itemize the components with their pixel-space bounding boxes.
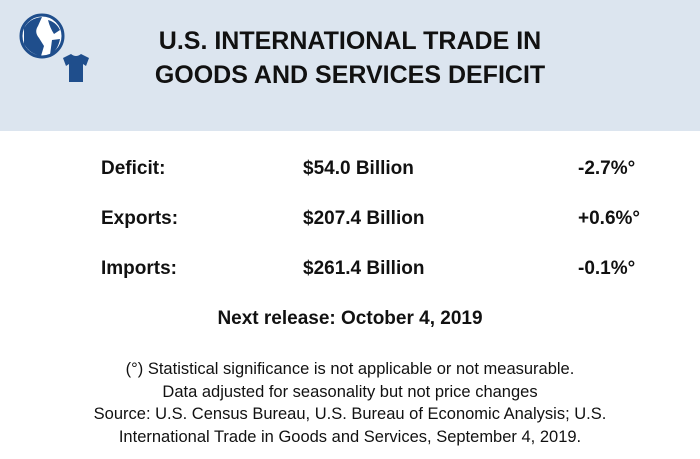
footnote: Data adjusted for seasonality but not pr… [162, 382, 538, 401]
row-amount: $207.4 Billion [303, 208, 425, 229]
tshirt-icon [63, 54, 89, 82]
page-title: U.S. INTERNATIONAL TRADE IN GOODS AND SE… [154, 27, 546, 89]
row-label: Exports: [101, 208, 179, 229]
imports-row: Imports: $261.4 Billion -0.1%° [0, 258, 700, 288]
deficit-row: Deficit: $54.0 Billion -2.7%° [0, 158, 700, 188]
row-label: Deficit: [101, 158, 166, 179]
header-banner: U.S. INTERNATIONAL TRADE IN GOODS AND SE… [0, 0, 700, 131]
logo [19, 13, 89, 82]
next-release: Next release: October 4, 2019 [217, 308, 483, 329]
exports-row: Exports: $207.4 Billion +0.6%° [0, 208, 700, 238]
globe-icon [19, 13, 65, 59]
footnote: (°) Statistical significance is not appl… [125, 360, 575, 378]
row-change: -2.7%° [578, 158, 636, 179]
row-label: Imports: [101, 258, 177, 279]
row-amount: $261.4 Billion [303, 258, 425, 279]
row-change: -0.1%° [578, 258, 636, 279]
row-change: +0.6%° [578, 208, 641, 229]
footnote: International Trade in Goods and Service… [118, 427, 582, 446]
row-amount: $54.0 Billion [303, 158, 414, 179]
footnote: Source: U.S. Census Bureau, U.S. Bureau … [93, 405, 607, 423]
footnotes: (°) Statistical significance is not appl… [0, 358, 700, 448]
